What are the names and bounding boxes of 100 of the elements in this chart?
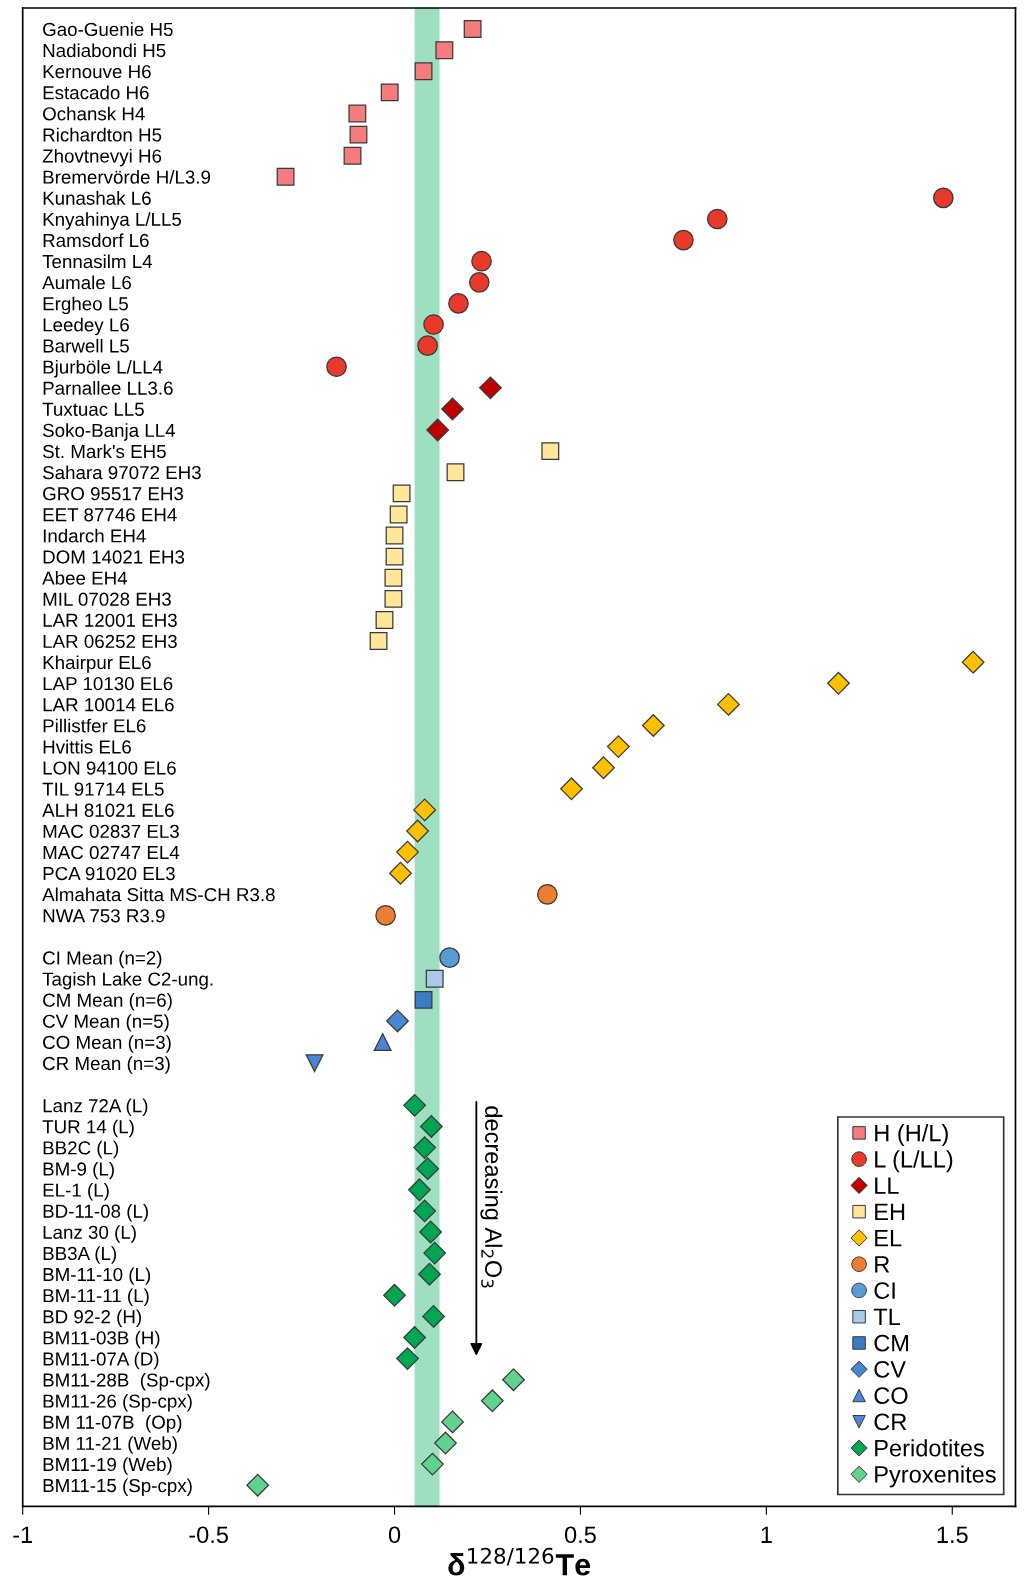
point: [416, 1157, 440, 1181]
y-tick-label: Estacado H6: [43, 85, 149, 100]
legend-label: L (L/LL): [875, 1150, 953, 1173]
point: [423, 1241, 447, 1265]
y-tick-label: NWA 753 R3.9: [43, 909, 165, 923]
y-tick-label: BM11-26 (Sp-cpx): [43, 1394, 192, 1412]
point: [305, 1054, 324, 1073]
y-tick-label: BM11-07A (D): [43, 1351, 159, 1370]
point: [403, 1326, 427, 1349]
point: [441, 397, 464, 421]
point: [434, 1431, 457, 1455]
point: [396, 840, 419, 864]
y-tick-label: BM-11-10 (L): [43, 1267, 151, 1285]
point: [375, 905, 396, 926]
point: [468, 271, 490, 293]
legend-label: Pyroxenites: [875, 1465, 996, 1488]
x-axis-title: δ$^{128/126}$Te: [448, 1547, 591, 1576]
legend-label: LL: [875, 1177, 899, 1194]
y-tick-label: MAC 02747 EL4: [43, 845, 180, 860]
y-tick-label: Richardton H5: [43, 127, 162, 142]
y-tick-label: GRO 95517 EH3: [43, 487, 184, 501]
legend-label: CI: [874, 1282, 895, 1299]
point: [422, 1304, 446, 1328]
y-tick-label: TUR 14 (L): [42, 1119, 134, 1138]
point: [380, 83, 399, 102]
y-tick-label: CM Mean (n=6): [43, 993, 172, 1011]
point: [419, 1115, 443, 1138]
point: [385, 547, 404, 566]
y-tick-label: BM-9 (L): [43, 1161, 114, 1180]
x-tick-label: 1: [761, 1526, 772, 1543]
y-tick-label: Bremervörde H/L3.9: [43, 170, 211, 184]
legend-label: CM: [874, 1334, 909, 1352]
y-tick-label: Ochansk H4: [43, 106, 145, 121]
y-tick-label: CR Mean (n=3): [43, 1056, 170, 1074]
y-tick-label: Tuxtuac LL5: [42, 402, 144, 416]
y-tick-label: Khairpur EL6: [43, 655, 151, 673]
point: [418, 1262, 441, 1286]
point: [425, 969, 444, 988]
point: [419, 1220, 443, 1244]
point: [560, 777, 583, 801]
point: [673, 229, 694, 251]
point: [413, 798, 437, 822]
point: [389, 505, 408, 524]
y-tick-label: BD 92-2 (H): [43, 1309, 142, 1328]
point: [537, 883, 558, 905]
point: [592, 756, 615, 780]
x-tick-label: -1: [13, 1526, 33, 1543]
y-tick-label: Hvittis EL6: [43, 739, 131, 754]
y-tick-label: DOM 14021 EH3: [43, 550, 185, 564]
point: [706, 208, 728, 230]
point: [384, 589, 403, 608]
point: [396, 1347, 419, 1371]
y-tick-label: MIL 07028 EH3: [43, 592, 171, 606]
point: [375, 611, 394, 629]
point: [389, 861, 412, 885]
point: [479, 376, 502, 400]
point: [448, 293, 469, 314]
point: [961, 650, 985, 674]
point: [439, 947, 460, 968]
y-tick-label: Aumale L6: [42, 275, 131, 290]
point: [406, 819, 430, 843]
y-tick-label: MAC 02837 EL3: [43, 824, 179, 838]
x-tick-label: 1.5: [937, 1526, 968, 1544]
y-tick-label: BM11-15 (Sp-cpx): [43, 1478, 192, 1496]
legend-label: H (H/L): [875, 1124, 948, 1147]
y-tick-label: BD-11-08 (L): [43, 1204, 148, 1222]
point: [435, 41, 454, 60]
y-tick-label: BM 11-21 (Web): [43, 1436, 177, 1454]
point: [933, 187, 954, 209]
legend-label: CO: [874, 1387, 908, 1404]
point: [441, 1410, 464, 1434]
legend-label: Peridotites: [875, 1439, 984, 1457]
y-tick-label: BM-11-11 (L): [43, 1288, 149, 1306]
point: [386, 1009, 409, 1033]
point: [343, 146, 362, 165]
point: [349, 125, 368, 144]
y-tick-label: BB2C (L): [43, 1140, 119, 1159]
y-tick-label: BM11-28B (Sp-cpx): [43, 1372, 210, 1391]
point: [541, 442, 560, 461]
point: [348, 104, 367, 123]
y-tick-label: Indarch EH4: [43, 528, 146, 543]
point: [373, 1033, 392, 1052]
y-tick-label: Zhovtnevyi H6: [42, 148, 162, 167]
y-tick-label: BM11-19 (Web): [43, 1457, 172, 1475]
point: [414, 62, 433, 81]
y-tick-label: LON 94100 EL6: [43, 761, 176, 775]
y-tick-label: Parnallee LL3.6: [43, 381, 173, 395]
y-tick-label: ALH 81021 EL6: [42, 803, 174, 817]
y-tick-label: LAR 12001 EH3: [43, 613, 177, 627]
point: [369, 632, 388, 651]
y-tick-label: Tagish Lake C2-ung.: [42, 971, 213, 990]
y-tick-label: TIL 91714 EL5: [42, 782, 164, 796]
point: [417, 335, 438, 356]
point: [276, 167, 295, 186]
y-tick-label: Kernouve H6: [43, 64, 151, 79]
y-tick-label: BM 11-07B (Op): [43, 1415, 182, 1433]
y-tick-label: Kunashak L6: [43, 191, 151, 205]
point: [326, 356, 347, 378]
y-tick-label: Abee EH4: [42, 570, 128, 585]
point: [403, 1093, 427, 1117]
